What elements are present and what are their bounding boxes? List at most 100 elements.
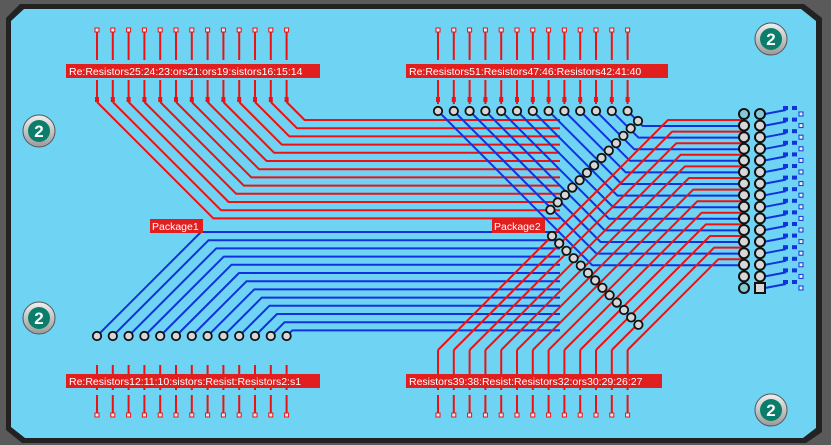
resistor-br-pin-2-pad: [467, 412, 473, 418]
resistor-tl-pin-2-pad: [126, 27, 132, 33]
label-bottom-left-bg: [66, 374, 320, 388]
connector-smd-c-0: [798, 111, 804, 117]
header-link-14: [764, 271, 787, 278]
header-pin-b-5: [754, 166, 766, 178]
via-diag-lower-2: [561, 245, 572, 256]
trace-bottom-right-10: [595, 235, 742, 351]
mounting-hole-label: 2: [766, 401, 775, 420]
header-link-10: [764, 225, 787, 231]
connector-smd-b-5: [792, 164, 797, 168]
resistor-tl-smd-10: [253, 97, 257, 102]
connector-smd-c-3: [798, 146, 804, 152]
via-diag-upper-9: [567, 182, 578, 193]
resistor-br-pin-10-pad: [593, 412, 599, 418]
connector-smd-a-7: [783, 187, 788, 192]
header-link-4: [764, 155, 787, 162]
trace-bottom-right-7: [547, 200, 742, 351]
header-pin-a-1: [738, 119, 750, 132]
header-pin-b-6: [754, 177, 766, 190]
header-pin-a-10: [738, 224, 750, 236]
resistor-tl-pin-4-pad: [157, 27, 163, 33]
resistor-tr-smd-6: [530, 97, 535, 102]
mounting-hole-left-upper[interactable]: 2: [22, 114, 56, 148]
resistor-tr-pin-2-pad: [467, 27, 473, 33]
header-pin-b-7: [754, 189, 766, 202]
header-link-13: [764, 259, 787, 266]
trace-top-left-6: [191, 101, 560, 171]
via-diag-lower-6: [590, 275, 601, 286]
header-link-3: [764, 143, 787, 150]
connector-smd-a-1: [783, 117, 788, 122]
trace-top-right-6: [532, 110, 742, 197]
header-pin-b-12: [754, 247, 766, 260]
label-package1[interactable]: Package1: [150, 219, 203, 233]
connector-smd-a-0: [783, 106, 788, 110]
via-diag-lower-5: [582, 267, 594, 279]
header-pin-a-9: [738, 212, 750, 225]
connector-smd-a-11: [783, 233, 788, 238]
trace-top-right-4: [500, 110, 742, 220]
label-package1-bg: [150, 219, 203, 233]
resistor-tr-pad-7: [543, 105, 554, 117]
header-pin-a-7: [738, 189, 750, 202]
header-pin-a-0: [738, 108, 750, 120]
mounting-hole-bottom-right[interactable]: 2: [754, 393, 788, 427]
mounting-hole-label: 2: [766, 30, 775, 49]
resistor-tr-pin-1-pad: [451, 27, 457, 33]
resistor-tr-pin-6-pad: [530, 27, 536, 33]
connector-smd-c-13: [798, 262, 804, 268]
resistor-bl-pad-11: [265, 330, 276, 342]
trace-top-left-5: [175, 101, 560, 179]
label-bottom-right[interactable]: Resistors39:38:Resist:Resistors32:ors30:…: [406, 374, 662, 388]
header-pin-b-1: [754, 119, 766, 132]
connector-smd-c-1: [798, 123, 804, 129]
resistor-bl-pad-6: [186, 330, 197, 342]
header-pin-b-2: [754, 131, 766, 144]
header-pin-b-11: [754, 235, 766, 248]
mounting-hole-top-right[interactable]: 2: [754, 22, 788, 56]
pins-layer: [91, 27, 804, 418]
header-link-1: [764, 120, 787, 127]
label-package2-text: Package2: [494, 221, 541, 233]
resistor-bl-pin-8-pad: [220, 412, 226, 418]
label-bottom-left[interactable]: Re:Resistors12:11:10:sistors:Resist:Resi…: [66, 374, 320, 388]
connector-smd-b-6: [792, 175, 797, 180]
connector-smd-c-8: [798, 204, 804, 210]
header-link-0: [764, 109, 787, 115]
via-diag-upper-3: [610, 138, 622, 149]
connector-smd-a-5: [783, 164, 788, 168]
trace-top-right-10: [595, 110, 742, 151]
label-package2[interactable]: Package2: [492, 219, 545, 233]
connector-smd-c-15: [798, 285, 804, 291]
trace-bottom-right-1: [453, 130, 742, 351]
via-diag-upper-0: [632, 115, 644, 127]
connector-smd-a-3: [783, 140, 788, 145]
connector-smd-b-11: [792, 233, 797, 238]
header-pin-b-8: [754, 200, 766, 213]
via-diag-lower-0: [546, 230, 558, 242]
via-diag-upper-5: [596, 152, 607, 164]
label-top-left-bg: [66, 64, 320, 78]
resistor-tl-pin-10-pad: [252, 27, 258, 33]
resistor-br-pin-6-pad: [530, 412, 536, 418]
via-diag-upper-8: [574, 175, 585, 186]
resistor-tr-pin-4-pad: [498, 27, 504, 33]
via-diag-upper-11: [552, 197, 563, 208]
trace-top-right-11: [611, 110, 742, 139]
mounting-hole-left-lower[interactable]: 2: [22, 301, 56, 335]
via-diag-upper-6: [589, 160, 600, 171]
label-top-left[interactable]: Re:Resistors25:24:23:ors21:ors19:sistors…: [66, 64, 320, 78]
mounting-hole-label: 2: [34, 309, 43, 328]
trace-top-left-0: [96, 101, 560, 220]
resistor-tl-pin-6-pad: [189, 27, 195, 33]
label-bottom-right-text: Resistors39:38:Resist:Resistors32:ors30:…: [409, 376, 643, 388]
header-link-12: [764, 248, 787, 255]
trace-top-left-12: [285, 101, 560, 121]
trace-top-left-2: [127, 101, 560, 203]
label-top-right[interactable]: Re:Resistors51:Resistors47:46:Resistors4…: [406, 64, 668, 78]
trace-top-left-8: [222, 101, 560, 154]
trace-bottom-right-0: [437, 119, 742, 351]
header-pin-b-9: [754, 212, 766, 225]
trace-bottom-left-5: [175, 272, 560, 337]
